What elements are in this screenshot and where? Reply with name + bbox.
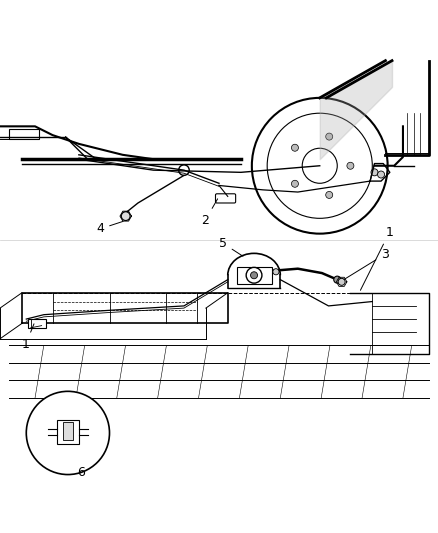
Circle shape: [371, 169, 378, 176]
Circle shape: [291, 144, 298, 151]
Circle shape: [26, 391, 110, 474]
Circle shape: [246, 268, 262, 283]
Bar: [237, 266, 272, 284]
Circle shape: [326, 191, 333, 198]
Circle shape: [334, 276, 341, 283]
Text: 2: 2: [201, 199, 218, 227]
Circle shape: [273, 269, 279, 275]
Text: 1: 1: [22, 324, 34, 351]
FancyBboxPatch shape: [215, 194, 236, 203]
Circle shape: [378, 171, 385, 178]
Text: 3: 3: [344, 248, 389, 279]
Text: 6: 6: [77, 466, 85, 479]
Bar: [9, 128, 39, 140]
Text: 1: 1: [360, 226, 393, 290]
Text: 4: 4: [96, 221, 123, 236]
Bar: [28, 319, 46, 328]
Bar: [63, 422, 73, 440]
Circle shape: [121, 212, 130, 221]
Circle shape: [291, 180, 298, 187]
Circle shape: [251, 272, 258, 279]
Bar: [57, 420, 79, 444]
Text: 5: 5: [219, 237, 243, 256]
Circle shape: [338, 278, 345, 285]
Circle shape: [347, 162, 354, 169]
Circle shape: [326, 133, 333, 140]
